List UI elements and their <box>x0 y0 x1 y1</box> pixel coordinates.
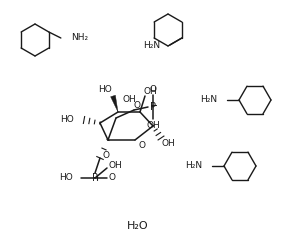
Text: O: O <box>139 141 146 150</box>
Text: HO: HO <box>59 174 73 183</box>
Text: OH: OH <box>143 87 157 95</box>
Text: H₂N: H₂N <box>143 40 160 50</box>
Text: O: O <box>102 151 110 159</box>
Text: O: O <box>108 174 115 183</box>
Text: OH: OH <box>122 95 136 104</box>
Text: O: O <box>133 100 140 110</box>
Text: OH: OH <box>146 121 160 129</box>
Text: P: P <box>150 102 156 112</box>
Polygon shape <box>110 95 118 112</box>
Text: H₂N: H₂N <box>185 161 202 171</box>
Text: H₂N: H₂N <box>200 95 217 104</box>
Text: HO: HO <box>98 86 112 94</box>
Text: H₂O: H₂O <box>127 221 149 231</box>
Text: OH: OH <box>161 138 175 148</box>
Text: P: P <box>92 173 98 183</box>
Text: OH: OH <box>108 161 122 171</box>
Text: O: O <box>150 86 157 94</box>
Text: HO: HO <box>60 115 74 124</box>
Text: NH₂: NH₂ <box>71 33 88 42</box>
